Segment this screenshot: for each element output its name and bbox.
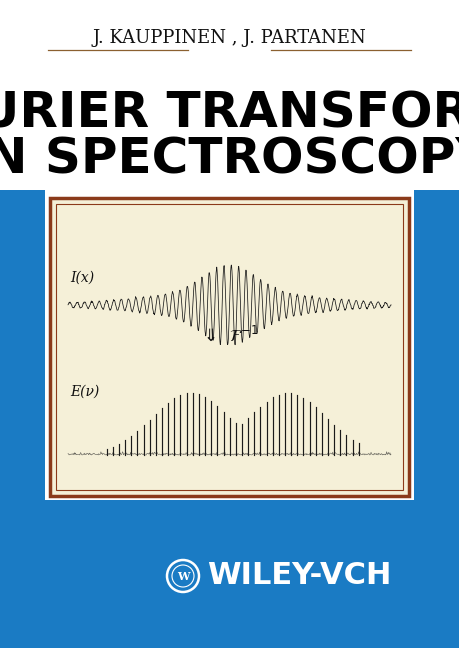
Text: IN SPECTROSCOPY: IN SPECTROSCOPY bbox=[0, 136, 459, 184]
Text: J. KAUPPINEN , J. PARTANEN: J. KAUPPINEN , J. PARTANEN bbox=[93, 29, 366, 47]
Bar bbox=[414, 190, 459, 500]
Text: FOURIER TRANSFORMS: FOURIER TRANSFORMS bbox=[0, 89, 459, 137]
Text: WILEY-VCH: WILEY-VCH bbox=[207, 562, 392, 590]
Bar bbox=[50, 198, 409, 496]
Text: I(x): I(x) bbox=[70, 271, 94, 285]
Bar bbox=[0, 500, 459, 648]
Bar bbox=[56, 204, 403, 490]
Text: W: W bbox=[177, 570, 189, 581]
Text: $\Downarrow \;\; \mathcal{F}^{-1}$: $\Downarrow \;\; \mathcal{F}^{-1}$ bbox=[200, 325, 259, 345]
Bar bbox=[0, 190, 45, 500]
Text: E(ν): E(ν) bbox=[70, 385, 99, 399]
